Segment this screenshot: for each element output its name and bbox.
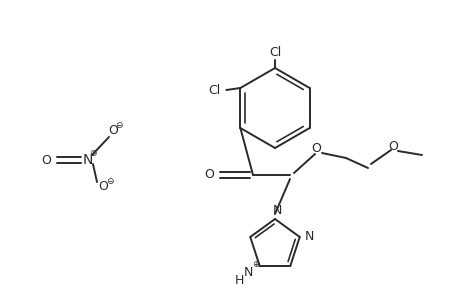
Text: Cl: Cl bbox=[208, 83, 220, 97]
Text: Cl: Cl bbox=[269, 46, 280, 59]
Text: N: N bbox=[304, 230, 314, 244]
Text: ⊖: ⊖ bbox=[115, 121, 123, 130]
Text: N: N bbox=[272, 203, 281, 217]
Text: O: O bbox=[310, 142, 320, 155]
Text: H: H bbox=[235, 274, 244, 286]
Text: ⊕: ⊕ bbox=[252, 260, 259, 268]
Text: ⊖: ⊖ bbox=[106, 176, 113, 185]
Text: N: N bbox=[83, 153, 93, 167]
Text: O: O bbox=[41, 154, 51, 166]
Text: N: N bbox=[244, 266, 253, 278]
Text: ⊕: ⊕ bbox=[89, 148, 96, 158]
Text: O: O bbox=[204, 169, 213, 182]
Text: O: O bbox=[108, 124, 118, 137]
Text: O: O bbox=[387, 140, 397, 152]
Text: O: O bbox=[98, 181, 108, 194]
